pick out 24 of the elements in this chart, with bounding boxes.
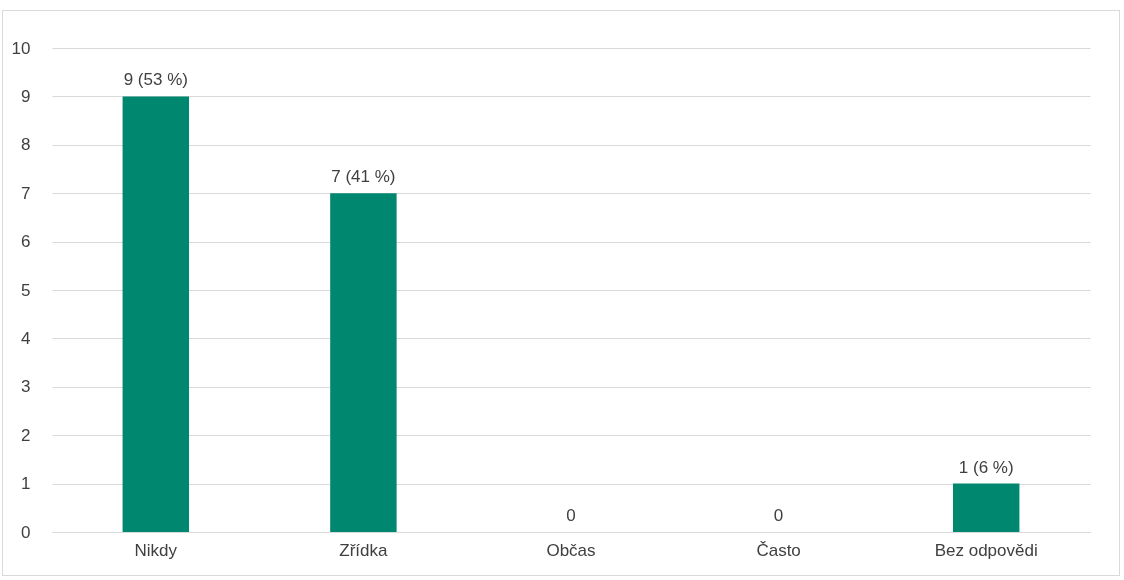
y-tick-label: 8	[21, 135, 31, 155]
y-tick-label: 6	[21, 232, 31, 252]
data-label: 1 (6 %)	[958, 457, 1014, 477]
bar	[330, 193, 397, 532]
y-tick-label: 0	[21, 522, 31, 542]
y-tick-label: 7	[21, 183, 31, 203]
bar	[122, 96, 190, 532]
bar	[952, 483, 1020, 532]
x-tick-label: Často	[756, 540, 801, 560]
y-tick-label: 4	[21, 328, 31, 348]
y-tick-label: 10	[11, 38, 31, 58]
x-tick-label: Občas	[546, 540, 596, 560]
data-label: 9 (53 %)	[123, 70, 188, 90]
y-tick-label: 5	[21, 280, 31, 300]
y-tick-label: 3	[21, 377, 31, 397]
data-label: 0	[773, 506, 784, 525]
y-tick-label: 9	[21, 86, 31, 106]
x-tick-label: Bez odpovědi	[934, 540, 1038, 560]
data-label: 7 (41 %)	[331, 167, 396, 187]
x-tick-label: Nikdy	[134, 540, 178, 560]
y-tick-label: 2	[21, 425, 31, 445]
y-tick-label: 1	[21, 474, 31, 494]
data-label: 0	[566, 506, 576, 525]
x-tick-label: Zřídka	[339, 540, 389, 560]
